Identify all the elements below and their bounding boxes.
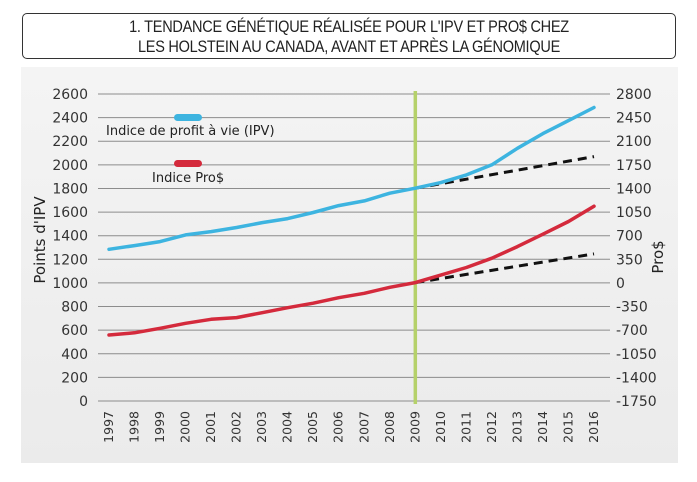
y2-tick-label: 1400 — [616, 181, 652, 197]
y2-tick-label: -1400 — [616, 370, 657, 386]
y-tick-label: 800 — [61, 300, 88, 316]
legend-swatch-pros — [174, 160, 202, 167]
chart-title-line-1: 1. TENDANCE GÉNÉTIQUE RÉALISÉE POUR L'IP… — [129, 18, 569, 36]
y-tick-label: 0 — [79, 394, 88, 410]
y2-tick-label: 1050 — [616, 205, 652, 221]
y-tick-label: 2600 — [52, 87, 88, 103]
x-tick-label: 2014 — [535, 411, 550, 443]
x-tick-label: 2011 — [458, 411, 473, 443]
x-tick-label: 2016 — [586, 411, 601, 443]
y2-tick-label: 700 — [616, 229, 643, 245]
series-lines — [107, 105, 596, 337]
y-tick-label: 2000 — [52, 158, 88, 174]
y2-tick-label: -350 — [616, 300, 648, 316]
x-tick-label: 2000 — [178, 411, 193, 443]
y-tick-label: 1600 — [52, 205, 88, 221]
y-tick-label: 1400 — [52, 229, 88, 245]
y2-tick-label: 350 — [616, 252, 643, 268]
x-tick-label: 2013 — [509, 411, 524, 443]
y-tick-label: 400 — [61, 347, 88, 363]
y-tick-label: 200 — [61, 370, 88, 386]
x-tick-label: 2012 — [484, 411, 499, 443]
right-axis-ticks: -1750 -1400 -1050 -700 -350 0 350 700 1050 1400 17… — [616, 87, 657, 410]
y-tick-label: 2400 — [52, 111, 88, 127]
x-tick-label: 1997 — [101, 411, 116, 443]
x-tick-label: 2003 — [254, 411, 269, 443]
y2-tick-label: 2800 — [616, 87, 652, 103]
x-tick-label: 2009 — [407, 411, 422, 443]
y2-tick-label: 0 — [616, 276, 625, 292]
series-line-1 — [107, 204, 596, 337]
y2-tick-label: 2100 — [616, 134, 652, 150]
x-tick-label: 2006 — [331, 411, 346, 443]
chart-panel — [21, 67, 678, 463]
y2-tick-label: 2450 — [616, 111, 652, 127]
x-tick-label: 2005 — [305, 411, 320, 443]
y2-tick-label: -700 — [616, 323, 648, 339]
legend-label-ipv: Indice de profit à vie (IPV) — [106, 124, 275, 139]
series-line-3 — [415, 252, 595, 285]
x-tick-label: 2008 — [382, 411, 397, 443]
x-tick-label: 1998 — [127, 411, 142, 443]
y2-tick-label: -1750 — [616, 394, 657, 410]
legend-swatch-ipv — [174, 114, 202, 121]
x-tick-label: 1999 — [152, 411, 167, 443]
y-tick-label: 1000 — [52, 276, 88, 292]
y-tick-label: 1200 — [52, 252, 88, 268]
y-tick-label: 600 — [61, 323, 88, 339]
y-tick-label: 2200 — [52, 134, 88, 150]
x-tick-label: 2001 — [203, 411, 218, 443]
legend: Indice de profit à vie (IPV) Indice Pro$ — [106, 114, 275, 186]
chart-title-line-2: LES HOLSTEIN AU CANADA, AVANT ET APRÈS L… — [137, 38, 561, 56]
x-tick-label: 2015 — [560, 411, 575, 443]
x-tick-label: 2002 — [229, 411, 244, 443]
y2-tick-label: 1750 — [616, 158, 652, 174]
y2-tick-label: -1050 — [616, 347, 657, 363]
x-tick-label: 2010 — [433, 411, 448, 443]
left-axis-ticks: 0 200 400 600 800 1000 1200 1400 1600 1800 2000 220… — [52, 87, 88, 410]
legend-label-pros: Indice Pro$ — [152, 171, 224, 186]
series-line-0 — [107, 105, 596, 252]
x-tick-label: 2004 — [280, 411, 295, 443]
y2-axis-label: Pro$ — [649, 240, 667, 273]
y-axis-label: Points d'IPV — [31, 196, 49, 284]
x-tick-label: 2007 — [356, 411, 371, 443]
chart-title-box: 1. TENDANCE GÉNÉTIQUE RÉALISÉE POUR L'IP… — [22, 13, 676, 59]
y-tick-label: 1800 — [52, 181, 88, 197]
x-axis-ticks: 1997 1998 1999 2000 2001 2002 2003 2004 2005 2006… — [101, 411, 601, 443]
